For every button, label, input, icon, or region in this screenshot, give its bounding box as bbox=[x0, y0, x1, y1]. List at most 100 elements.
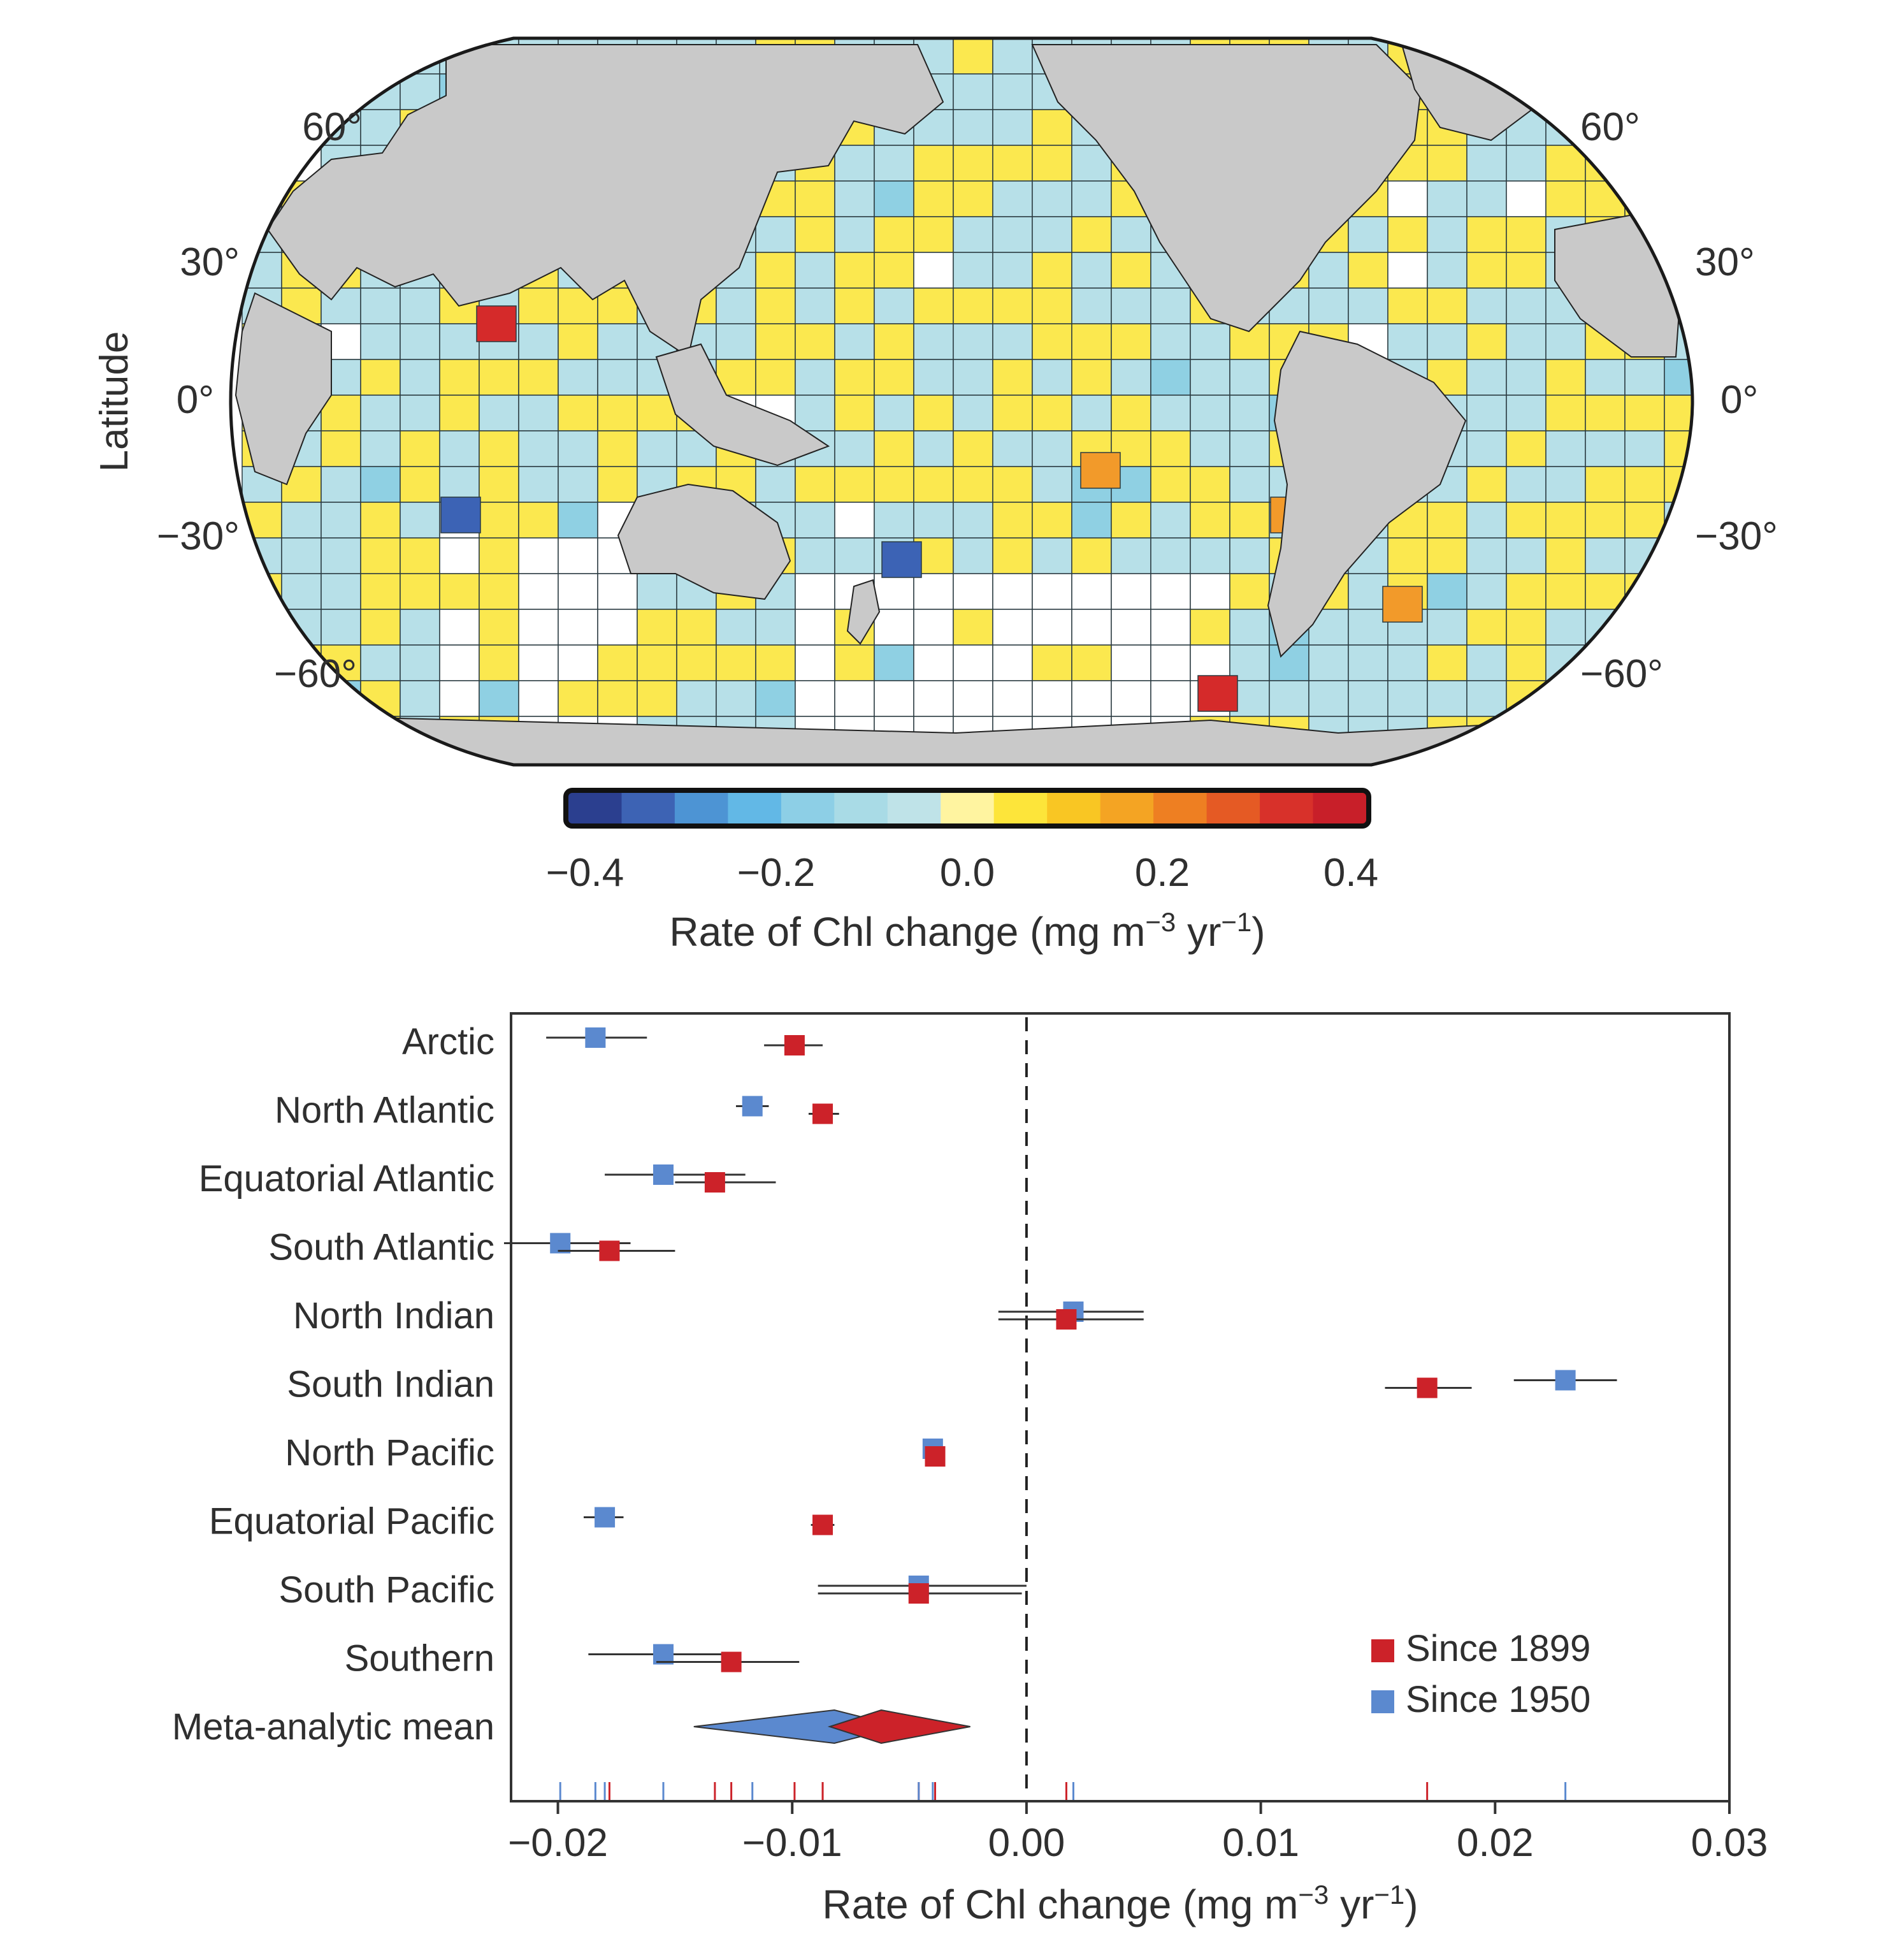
colorbar-swatches bbox=[568, 793, 1367, 823]
point-1899 bbox=[812, 1514, 833, 1535]
map-cell bbox=[953, 680, 993, 717]
map-cell bbox=[834, 680, 875, 717]
map-cell bbox=[834, 430, 875, 467]
map-cell bbox=[1585, 502, 1626, 539]
colorbar-tick-04: 0.4 bbox=[1323, 851, 1378, 895]
map-cell bbox=[1387, 216, 1428, 253]
map-cell bbox=[597, 466, 638, 503]
map-cell bbox=[439, 680, 480, 717]
map-cell bbox=[1624, 430, 1665, 467]
lat-tick-right-m60: −60° bbox=[1580, 652, 1663, 696]
map-cell bbox=[1308, 644, 1349, 681]
map-cell bbox=[1545, 180, 1586, 217]
point-1899 bbox=[599, 1240, 620, 1261]
colorbar-swatch bbox=[568, 793, 623, 823]
map-cell bbox=[1466, 644, 1507, 681]
map-cell bbox=[1466, 680, 1507, 717]
map-cell bbox=[1348, 252, 1388, 289]
lat-tick-left-m30: −30° bbox=[157, 514, 240, 558]
colorbar-swatch bbox=[621, 793, 675, 823]
colorbar-swatch bbox=[1313, 793, 1367, 823]
map-cell bbox=[874, 359, 914, 396]
map-cell bbox=[953, 109, 993, 146]
map-cell bbox=[400, 502, 440, 539]
map-cell bbox=[1071, 180, 1112, 217]
map-cell bbox=[795, 180, 835, 217]
forest-xlabel-main: Rate of Chl change (mg m bbox=[822, 1882, 1298, 1927]
map-cell bbox=[1387, 252, 1428, 289]
map-cell bbox=[1111, 252, 1151, 289]
lat-tick-left-60: 60° bbox=[302, 105, 362, 149]
map-cell bbox=[953, 502, 993, 539]
map-cell bbox=[953, 359, 993, 396]
point-1950 bbox=[653, 1164, 674, 1185]
map-cell bbox=[439, 644, 480, 681]
land-southeast-asia bbox=[655, 343, 830, 467]
point-1899 bbox=[1056, 1309, 1077, 1330]
lat-tick-right-0: 0° bbox=[1720, 378, 1758, 422]
map-cell bbox=[1664, 359, 1692, 396]
map-cell bbox=[1190, 502, 1230, 539]
map-cell bbox=[1150, 644, 1191, 681]
map-cell bbox=[637, 430, 677, 467]
map-cell bbox=[1466, 537, 1507, 574]
map-cell bbox=[400, 395, 440, 431]
map-cell-highlight bbox=[1382, 586, 1423, 623]
map-cell bbox=[1071, 573, 1112, 610]
map-cell bbox=[360, 359, 401, 396]
map-cell bbox=[1032, 287, 1072, 324]
category-label: Meta-analytic mean bbox=[172, 1706, 494, 1748]
map-cell bbox=[1348, 680, 1388, 717]
map-cell bbox=[1545, 430, 1586, 467]
map-cell bbox=[597, 644, 638, 681]
map-cell bbox=[1387, 644, 1428, 681]
point-1950 bbox=[742, 1096, 763, 1117]
forest-xlabel-end: ) bbox=[1404, 1882, 1418, 1927]
map-cell bbox=[992, 73, 1033, 110]
map-cell bbox=[1229, 609, 1270, 646]
map-cell bbox=[913, 609, 954, 646]
map-cell bbox=[953, 145, 993, 182]
x-tick-label: 0.01 bbox=[1222, 1821, 1299, 1865]
map-cell bbox=[834, 502, 875, 539]
land-antarctica bbox=[231, 713, 1692, 765]
category-label: South Indian bbox=[287, 1364, 494, 1405]
map-cell bbox=[1190, 466, 1230, 503]
map-cell bbox=[1190, 644, 1230, 681]
map-cell bbox=[874, 430, 914, 467]
map-cell bbox=[1150, 323, 1191, 360]
map-cell bbox=[1545, 609, 1586, 646]
map-cell bbox=[1506, 502, 1547, 539]
colorbar-tick-m02: −0.2 bbox=[737, 851, 815, 895]
map-cell bbox=[400, 323, 440, 360]
map-cell bbox=[1071, 323, 1112, 360]
map-cell bbox=[1506, 395, 1547, 431]
map-cell bbox=[479, 466, 519, 503]
colorbar-swatch bbox=[941, 793, 995, 823]
map-cell bbox=[953, 573, 993, 610]
forest-plot-frame bbox=[510, 1012, 1731, 1802]
map-cell bbox=[834, 537, 875, 574]
map-cell bbox=[1466, 502, 1507, 539]
map-cell bbox=[913, 644, 954, 681]
lat-tick-left-m60: −60° bbox=[274, 652, 357, 696]
lat-tick-right-m30: −30° bbox=[1695, 514, 1778, 558]
land-africa-east bbox=[234, 292, 332, 486]
map-cell bbox=[1111, 323, 1151, 360]
map-cell bbox=[518, 680, 559, 717]
map-cell bbox=[992, 466, 1033, 503]
map-cell-highlight bbox=[476, 305, 517, 342]
map-cell bbox=[479, 430, 519, 467]
map-cell bbox=[953, 73, 993, 110]
map-cell bbox=[400, 680, 440, 717]
map-cell bbox=[992, 252, 1033, 289]
map-cell bbox=[518, 323, 559, 360]
colorbar-swatch bbox=[728, 793, 782, 823]
land-eurasia bbox=[266, 44, 944, 358]
map-cell bbox=[1506, 573, 1547, 610]
map-cell bbox=[1111, 573, 1151, 610]
map-cell bbox=[479, 680, 519, 717]
map-cell bbox=[637, 609, 677, 646]
map-cell bbox=[795, 252, 835, 289]
